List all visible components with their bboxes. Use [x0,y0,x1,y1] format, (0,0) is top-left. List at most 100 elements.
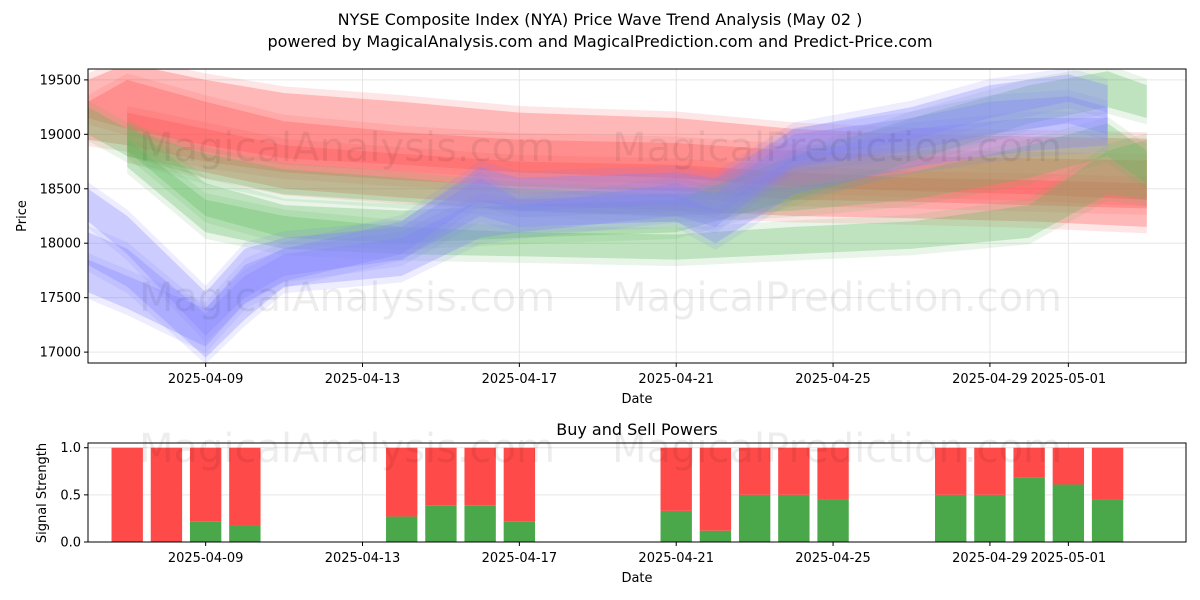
signal-x-tick-label: 2025-04-09 [168,551,244,566]
price-band [88,74,1108,347]
signal-bars [111,447,1124,542]
price-band-halo [88,89,1108,363]
price-x-tick-label: 2025-04-21 [638,372,714,387]
price-band [88,69,1147,200]
buy-bar [503,521,536,542]
sell-bar [1091,447,1124,500]
price-y-tick-label: 19500 [40,73,81,88]
watermark-group: MagicalAnalysis.com MagicalPrediction.com… [139,125,1062,321]
sell-bar [660,447,692,511]
price-y-tick-label: 18000 [40,237,81,252]
price-wave-chart: MagicalAnalysis.com MagicalPrediction.com… [15,68,1187,407]
buy-bar [935,494,967,542]
signal-axes: 0.0 0.5 1.0 2025-04-09 2025-04-13 2025-04-17 2… [60,441,1106,566]
watermark-group-bottom: MagicalAnalysis.com MagicalPrediction.com [139,426,1062,472]
sell-bar [386,447,418,517]
price-axes: 17000 17500 18000 18500 19000 19500 2025-04-09… [40,73,1106,387]
buy-bar [425,505,457,542]
price-x-tick-label: 2025-04-29 [952,372,1028,387]
buy-sell-chart: MagicalAnalysis.com MagicalPrediction.com… [35,420,1187,586]
sell-bar [229,447,261,526]
sell-bar [974,447,1006,495]
buy-bar [386,516,418,542]
price-band [88,96,1108,358]
sell-bar [738,447,771,495]
sell-bar [817,447,849,500]
buy-bar [778,494,810,542]
sell-bar [778,447,810,495]
buy-bar [817,499,849,542]
buy-bar [699,530,732,542]
signal-plot-frame [87,442,1187,543]
sell-bar [150,447,183,542]
buy-bar [974,494,1006,542]
sell-bar [464,447,496,506]
price-y-tick-label: 19000 [40,128,81,143]
signal-x-tick-label: 2025-04-29 [952,551,1028,566]
price-x-tick-label: 2025-04-13 [325,372,401,387]
buy-bar [464,505,496,542]
sell-bar [111,447,143,542]
sell-bar [189,447,222,522]
signal-x-tick-label: 2025-04-25 [795,551,871,566]
buy-bar [1013,477,1045,542]
price-band-halo [88,69,1108,354]
buy-bar [660,510,692,542]
price-band [127,139,1147,260]
sell-bar [1052,447,1085,485]
watermark-text: MagicalPrediction.com [612,125,1062,171]
price-band-halo [88,111,1108,343]
price-y-tick-label: 17000 [40,346,81,361]
price-plot-frame [87,68,1187,364]
price-band [127,71,1147,244]
sell-bar [699,447,732,531]
price-grid [88,69,1186,363]
watermark-text: MagicalPrediction.com [612,275,1062,321]
sell-bar [503,447,536,522]
price-y-axis-label: Price [15,200,30,232]
price-band-halo [127,106,1147,234]
price-band [88,79,1147,209]
watermark-text: MagicalAnalysis.com [139,125,555,171]
price-band-halo [127,133,1147,267]
sell-bar [935,447,967,495]
signal-x-tick-label: 2025-04-17 [482,551,558,566]
buy-bar [1091,499,1124,542]
signal-x-tick-label: 2025-04-13 [325,551,401,566]
signal-x-tick-label: 2025-04-21 [638,551,714,566]
price-band-halo [127,69,1147,250]
price-band-halo [88,73,1147,215]
signal-y-axis-label: Signal Strength [35,443,50,543]
signal-chart-title: Buy and Sell Powers [556,420,718,439]
sell-bar [425,447,457,506]
price-band [88,118,1108,336]
buy-bar [1052,484,1085,542]
signal-x-tick-label: 2025-05-01 [1031,551,1107,566]
watermark-text: MagicalPrediction.com [612,426,1062,472]
price-band [88,107,1147,216]
price-band-halo [88,100,1147,223]
buy-bar [189,521,222,542]
watermark-text: MagicalAnalysis.com [139,275,555,321]
watermark-text: MagicalAnalysis.com [139,426,555,472]
price-x-tick-label: 2025-04-25 [795,372,871,387]
price-x-tick-label: 2025-04-09 [168,372,244,387]
price-x-tick-label: 2025-05-01 [1031,372,1107,387]
signal-y-tick-label: 0.0 [60,536,81,551]
signal-y-tick-label: 0.5 [60,488,81,503]
price-band-halo [88,69,1147,207]
buy-bar [738,494,771,542]
price-y-tick-label: 17500 [40,291,81,306]
signal-x-axis-label: Date [621,571,652,586]
chart-title: NYSE Composite Index (NYA) Price Wave Tr… [337,10,863,29]
signal-y-tick-label: 1.0 [60,441,81,456]
price-x-axis-label: Date [621,392,652,407]
price-y-tick-label: 18500 [40,182,81,197]
price-band [127,112,1147,227]
price-bands [88,69,1147,363]
buy-bar [229,525,261,542]
sell-bar [1013,447,1045,478]
chart-subtitle: powered by MagicalAnalysis.com and Magic… [267,32,933,51]
price-x-tick-label: 2025-04-17 [482,372,558,387]
